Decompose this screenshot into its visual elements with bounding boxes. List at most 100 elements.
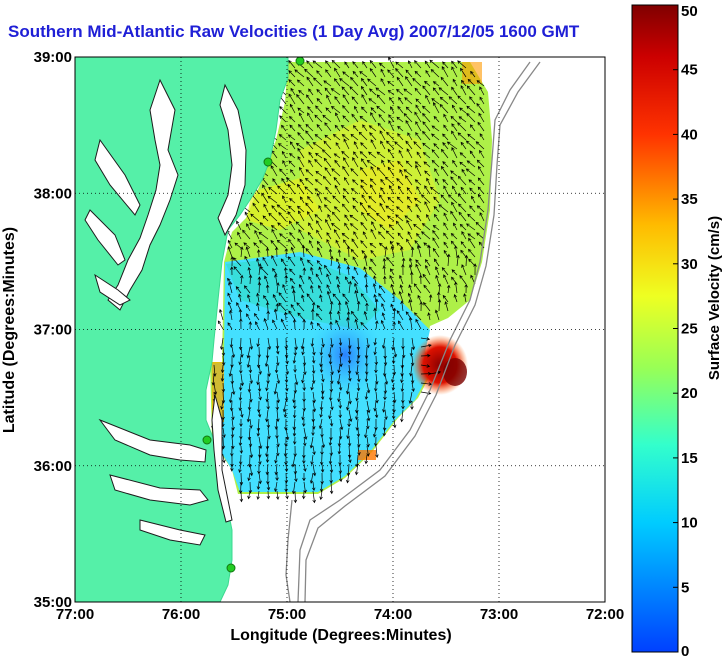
velocity-arrow bbox=[414, 70, 422, 78]
velocity-arrow bbox=[240, 373, 245, 387]
velocity-arrow bbox=[248, 321, 253, 330]
velocity-arrow bbox=[341, 134, 350, 141]
velocity-arrow bbox=[306, 259, 314, 267]
velocity-arrow bbox=[219, 337, 224, 351]
velocity-arrow bbox=[325, 107, 332, 114]
velocity-arrow bbox=[350, 188, 359, 195]
y-axis-ticks: 35:00 36:00 37:00 38:00 39:00 bbox=[34, 49, 72, 611]
velocity-arrow bbox=[249, 222, 260, 231]
velocity-arrow bbox=[366, 337, 370, 349]
velocity-arrow bbox=[292, 409, 297, 419]
velocity-arrow bbox=[434, 178, 440, 186]
velocity-arrow bbox=[443, 241, 449, 249]
velocity-arrow bbox=[427, 244, 431, 258]
velocity-arrow bbox=[361, 250, 368, 258]
velocity-arrow bbox=[227, 301, 233, 312]
velocity-arrow bbox=[369, 68, 377, 78]
velocity-arrow bbox=[321, 373, 325, 383]
velocity-arrow bbox=[459, 152, 467, 159]
velocity-arrow bbox=[256, 302, 260, 312]
velocity-arrow bbox=[332, 293, 341, 303]
velocity-arrow bbox=[432, 81, 440, 87]
velocity-arrow bbox=[289, 220, 296, 231]
velocity-arrow bbox=[467, 213, 476, 222]
velocity-arrow bbox=[238, 382, 243, 391]
velocity-arrow bbox=[336, 258, 341, 267]
velocity-arrow bbox=[424, 170, 431, 177]
velocity-arrow bbox=[387, 166, 395, 177]
velocity-arrow bbox=[356, 427, 361, 438]
velocity-arrow bbox=[262, 215, 269, 222]
velocity-arrow bbox=[324, 167, 332, 177]
velocity-arrow bbox=[347, 355, 352, 364]
velocity-arrow bbox=[469, 205, 476, 213]
velocity-arrow bbox=[460, 241, 467, 249]
velocity-arrow bbox=[326, 238, 332, 249]
velocity-arrow bbox=[246, 313, 251, 321]
velocity-arrow bbox=[396, 206, 404, 213]
velocity-arrow bbox=[258, 436, 263, 450]
velocity-arrow bbox=[422, 142, 431, 150]
velocity-arrow bbox=[321, 337, 325, 348]
velocity-arrow bbox=[258, 472, 262, 485]
velocity-arrow bbox=[288, 115, 296, 123]
velocity-arrow bbox=[375, 445, 379, 459]
velocity-arrow bbox=[477, 121, 485, 132]
velocity-arrow bbox=[332, 195, 341, 204]
velocity-arrow bbox=[281, 124, 287, 132]
velocity-arrow bbox=[395, 68, 404, 78]
velocity-arrow bbox=[240, 346, 244, 358]
velocity-arrow bbox=[350, 168, 359, 177]
velocity-arrow bbox=[259, 266, 269, 276]
colorbar-tick-label: 10 bbox=[681, 515, 698, 532]
velocity-arrow bbox=[305, 247, 314, 258]
velocity-arrow bbox=[337, 310, 341, 321]
velocity-arrow bbox=[396, 76, 404, 87]
velocity-arrow bbox=[376, 94, 386, 105]
velocity-arrow bbox=[328, 391, 333, 402]
velocity-arrow bbox=[348, 373, 352, 382]
velocity-arrow bbox=[257, 346, 262, 358]
velocity-arrow bbox=[468, 258, 476, 267]
velocity-arrow bbox=[229, 400, 234, 412]
colorbar-tick-label: 45 bbox=[681, 62, 698, 79]
velocity-arrow bbox=[416, 244, 422, 258]
velocity-arrow bbox=[429, 186, 440, 195]
velocity-arrow bbox=[270, 239, 278, 249]
velocity-arrow bbox=[359, 71, 368, 78]
velocity-arrow bbox=[360, 77, 368, 87]
velocity-arrow bbox=[434, 309, 440, 321]
velocity-arrow bbox=[457, 193, 467, 204]
velocity-arrow bbox=[257, 409, 262, 418]
velocity-arrow bbox=[221, 346, 226, 357]
velocity-arrow bbox=[392, 307, 397, 321]
velocity-arrow bbox=[244, 211, 251, 222]
velocity-arrow bbox=[368, 151, 377, 159]
velocity-arrow bbox=[361, 94, 368, 105]
velocity-arrow bbox=[466, 160, 476, 168]
velocity-arrow bbox=[440, 76, 449, 87]
velocity-arrow bbox=[359, 201, 368, 213]
velocity-arrow bbox=[368, 195, 377, 204]
velocity-arrow bbox=[423, 161, 431, 168]
velocity-arrow bbox=[370, 249, 377, 258]
velocity-arrow bbox=[422, 273, 431, 285]
velocity-arrow bbox=[420, 364, 431, 368]
velocity-arrow bbox=[230, 266, 234, 276]
velocity-arrow bbox=[432, 87, 440, 96]
velocity-arrow bbox=[354, 463, 359, 476]
velocity-arrow bbox=[468, 237, 476, 249]
velocity-arrow bbox=[416, 151, 422, 159]
velocity-arrow bbox=[441, 66, 449, 78]
velocity-arrow bbox=[274, 481, 278, 493]
velocity-arrow bbox=[242, 229, 251, 240]
velocity-arrow bbox=[416, 233, 422, 240]
velocity-arrow bbox=[295, 221, 305, 231]
velocity-arrow bbox=[231, 346, 236, 359]
velocity-arrow bbox=[443, 249, 449, 258]
velocity-arrow bbox=[404, 215, 413, 222]
velocity-arrow bbox=[411, 337, 416, 351]
velocity-arrow bbox=[303, 463, 307, 472]
velocity-arrow bbox=[297, 107, 305, 114]
velocity-arrow bbox=[319, 364, 324, 374]
